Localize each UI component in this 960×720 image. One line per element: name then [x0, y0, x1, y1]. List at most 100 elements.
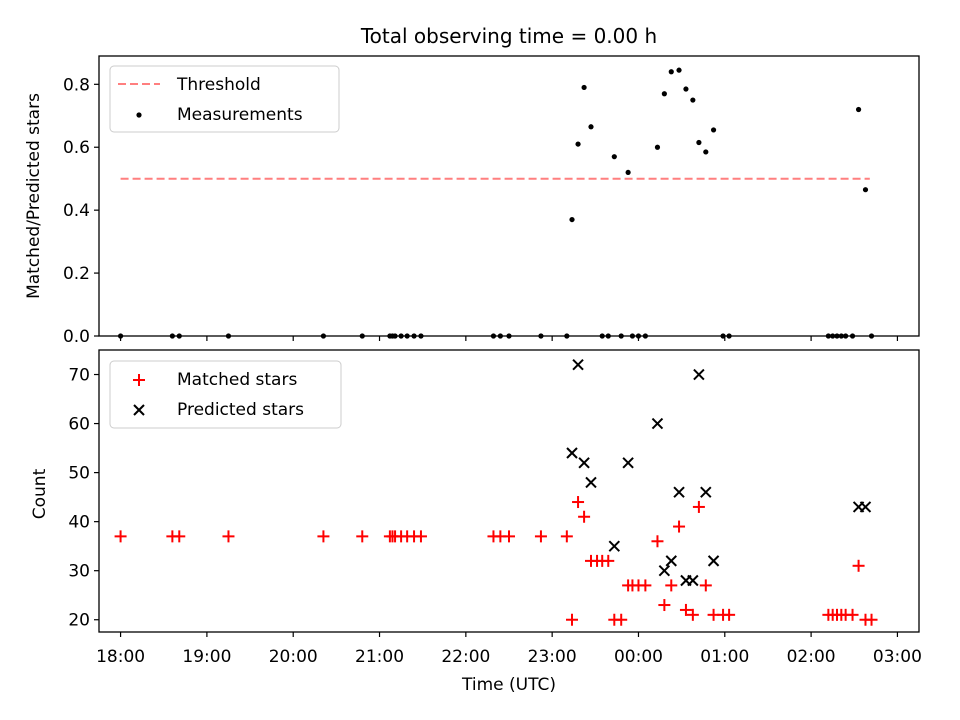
y-tick-label: 0.0 — [63, 327, 90, 347]
measurements-legend-label: Measurements — [177, 105, 303, 125]
x-tick-label: 20:00 — [269, 647, 318, 667]
measurement-point — [710, 127, 717, 133]
measurement-point — [661, 91, 667, 97]
y-tick-label: 0.8 — [63, 75, 90, 95]
y-tick-label: 0.2 — [63, 264, 90, 284]
measurement-point — [611, 154, 617, 160]
measurement-point — [855, 106, 862, 113]
count-legend-box — [109, 360, 342, 429]
measurement-point — [676, 67, 682, 73]
measurement-point — [569, 216, 575, 223]
y-tick-label: 0.4 — [63, 201, 90, 221]
measurement-point — [654, 144, 661, 150]
count-x-axis: 18:00 19:00 20:00 21:00 22:00 23:00 00:00 01:00… — [96, 632, 922, 667]
predicted-stars-legend-label: Predicted stars — [177, 400, 304, 420]
predicted-stars-point — [651, 417, 664, 430]
y-tick-label: 0.6 — [63, 138, 90, 158]
predicted-stars-point — [658, 564, 671, 577]
measurements-legend-swatch — [136, 112, 142, 118]
matched-stars-point — [114, 530, 127, 543]
measurement-point — [588, 124, 594, 130]
matched-stars-point — [658, 599, 671, 612]
matched-stars-point — [572, 496, 585, 509]
matched-stars-legend-label: Matched stars — [177, 370, 297, 390]
y-tick-label: 60 — [68, 415, 90, 435]
x-tick-label: 18:00 — [96, 647, 145, 667]
y-tick-label: 40 — [68, 513, 90, 533]
measurement-point — [690, 97, 696, 103]
ratio-y-axis-label: Matched/Predicted stars — [24, 93, 44, 299]
matched-stars-point — [356, 530, 369, 543]
predicted-stars-point — [687, 574, 699, 587]
measurement-point — [581, 84, 587, 91]
predicted-stars-legend-swatch — [133, 404, 145, 416]
measurement-point — [862, 187, 869, 193]
threshold-legend-label: Threshold — [176, 75, 261, 95]
measurement-point — [575, 141, 581, 147]
predicted-stars-point — [608, 540, 621, 552]
measurement-point — [683, 86, 689, 92]
x-tick-label: 23:00 — [528, 647, 577, 667]
y-tick-label: 30 — [68, 562, 90, 582]
y-tick-label: 20 — [68, 611, 90, 631]
x-tick-label: 19:00 — [182, 647, 231, 667]
x-tick-label: 02:00 — [787, 647, 836, 667]
matched-stars-point — [723, 608, 736, 621]
count-y-axis: 20 30 40 50 60 70 — [68, 366, 99, 631]
x-axis-label: Time (UTC) — [461, 675, 556, 695]
count-y-axis-label: Count — [30, 468, 50, 519]
ratio-x-axis — [119, 336, 899, 341]
x-tick-label: 01:00 — [700, 647, 749, 667]
matched-stars-point — [639, 579, 652, 592]
matched-stars-point — [566, 613, 579, 626]
predicted-stars-point — [700, 486, 712, 498]
matched-stars-point — [602, 554, 615, 567]
matched-stars-point — [578, 510, 591, 523]
matched-stars-point — [679, 603, 692, 616]
predicted-stars-point — [707, 555, 720, 567]
matched-stars-point — [692, 500, 705, 513]
predicted-stars-point — [673, 486, 685, 498]
predicted-stars-point — [859, 501, 872, 513]
matched-stars-point — [852, 559, 865, 572]
count-plot-area — [114, 359, 878, 626]
count-axes-frame — [98, 349, 920, 633]
matched-stars-point — [503, 530, 515, 543]
count-panel: 20 30 40 50 60 70 18:00 19:00 20:00 21:00 22:00 23… — [30, 349, 922, 695]
x-tick-label: 22:00 — [441, 647, 490, 667]
matched-stars-point — [673, 520, 686, 533]
matched-stars-point — [651, 535, 664, 548]
ratio-panel: Total observing time = 0.00 h 0.00.20.40… — [24, 24, 920, 347]
predicted-stars-point — [665, 555, 677, 567]
matched-stars-point — [699, 579, 712, 592]
matched-stars-point — [317, 530, 330, 543]
matched-stars-point — [414, 530, 427, 543]
matched-stars-point — [665, 579, 678, 592]
predicted-stars-point — [622, 457, 634, 469]
predicted-stars-point — [578, 457, 590, 469]
ratio-legend: Threshold Measurements — [109, 65, 340, 133]
x-tick-label: 21:00 — [355, 647, 404, 667]
matched-stars-legend-swatch — [133, 374, 145, 386]
x-tick-label: 03:00 — [873, 647, 922, 667]
measurement-point — [625, 169, 631, 176]
matched-stars-point — [560, 530, 573, 543]
measurement-point — [703, 149, 709, 155]
matched-stars-point — [615, 613, 628, 626]
ratio-axes-frame — [98, 55, 920, 337]
predicted-stars-point — [566, 447, 578, 459]
measurement-point — [668, 69, 674, 75]
count-legend: Matched stars Predicted stars — [109, 360, 342, 429]
matched-stars-point — [173, 530, 186, 543]
matched-stars-point — [846, 608, 859, 621]
matched-stars-point — [222, 530, 235, 543]
x-tick-label: 00:00 — [614, 647, 663, 667]
matched-stars-point — [534, 530, 547, 543]
chart-title: Total observing time = 0.00 h — [360, 24, 657, 48]
y-tick-label: 70 — [68, 366, 90, 386]
predicted-stars-point — [585, 476, 597, 489]
predicted-stars-point — [693, 368, 705, 381]
matched-stars-point — [865, 613, 878, 626]
ratio-y-axis: 0.0 0.2 0.4 0.6 0.8 — [63, 75, 99, 347]
